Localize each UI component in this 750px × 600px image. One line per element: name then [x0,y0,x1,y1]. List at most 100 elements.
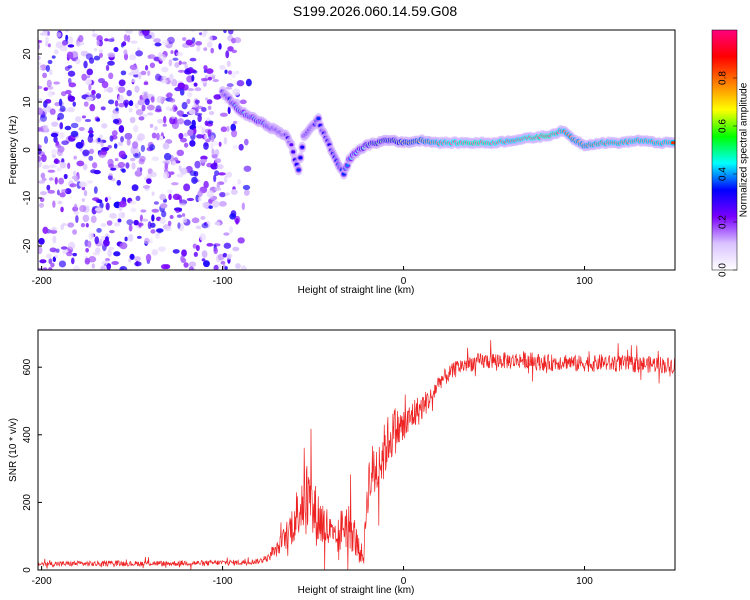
spectrogram-noise-blob [151,214,155,222]
spectrogram-noise-blob [130,207,137,213]
spectrogram-noise-blob [195,225,202,230]
spectrogram-noise-blob [116,179,122,186]
spectrogram-noise-blob [46,79,52,88]
spectrogram-noise-blob [38,107,44,115]
spectrogram-noise-blob [224,69,228,74]
spectrogram-noise-blob [131,184,139,192]
spectrogram-noise-blob [67,44,75,48]
spectrogram-ridge-point [316,116,321,121]
spectrogram-noise-blob [94,236,100,245]
spectrogram-noise-blob [237,237,245,244]
spectrogram-noise-blob [63,173,68,180]
spectrogram-noise-blob [96,117,101,122]
spectrogram-noise-blob [169,73,174,82]
snr-x-tick-label: -200 [32,576,52,587]
spectrogram-noise-blob [132,141,139,149]
spectrogram-noise-blob [97,137,101,143]
colorbar: 0.0 0.2 0.4 0.6 0.8 Normalized spectral ampl… [711,29,750,277]
spectrogram-noise-blob [43,136,49,144]
spectrogram-noise-blob [118,212,123,219]
spectrogram-noise-blob [222,252,228,258]
spectrogram-noise-blob [59,45,68,52]
spectrogram-noise-blob [46,184,51,191]
spectrogram-noise-blob [207,129,211,137]
spectrogram-noise-blob [88,256,97,263]
spectrogram-noise-blob [83,101,89,107]
spectrogram-noise-blob [72,252,77,257]
spectrogram-noise-blob [201,250,208,258]
spectrogram-noise-blob [183,132,189,137]
spectrogram-noise-blob [229,225,233,234]
spectrogram-noise-blob [198,32,203,36]
spectrogram-noise-blob [81,198,86,202]
spectrogram-noise-blob [129,116,136,124]
spectrogram-noise-blob [153,201,160,205]
spectrogram-noise-blob [128,72,134,76]
spectrogram-noise-blob [178,111,183,118]
spectrogram-noise-blob [193,251,199,257]
spectrogram-noise-blob [237,179,242,185]
spectrogram-noise-blob [54,254,59,259]
spectrogram-noise-blob [235,218,239,225]
spectrogram-noise-blob [67,36,74,44]
spectrogram-noise-blob [49,108,56,115]
spectrogram-noise-blob [182,217,188,224]
spectrogram-noise-blob [90,169,97,174]
spectrogram-noise-blob [161,79,168,84]
spectrogram-noise-blob [119,265,128,270]
spectrogram-noise-blob [163,152,172,161]
spectrogram-noise-blob [219,65,226,70]
spectrogram-noise-blob [123,34,128,42]
spectrogram-noise-blob [61,40,67,47]
spectrogram-noise-blob [203,65,208,71]
spectrogram-noise-blob [38,180,46,184]
spectrogram-noise-blob [181,249,187,257]
spectrogram-noise-blob [178,132,184,140]
spectrogram-noise-blob [65,34,69,42]
snr-frame [37,329,676,571]
spectrogram-noise-blob [103,239,110,247]
spectrogram-noise-blob [223,175,228,184]
spectrogram-noise-blob [38,127,43,132]
spectrogram-noise-blob [96,227,102,233]
spectrogram-noise-blob [167,220,172,227]
spectrogram-noise-blob [65,89,72,95]
spectrogram-noise-blob [70,122,79,129]
snr-marks [38,340,675,570]
spectrogram-noise-blob [85,78,92,86]
spectrogram-noise-blob [112,118,120,124]
spectrogram-noise-blob [53,135,58,143]
spectrogram-noise-blob [201,222,209,229]
spectrogram-noise-blob [86,68,94,76]
spectrogram-noise-blob [226,60,231,67]
spectrogram-noise-blob [151,249,159,256]
spectrogram-noise-blob [206,190,214,199]
spectrogram-noise-blob [243,165,252,172]
spectrogram-noise-blob [207,105,212,111]
spectrogram-noise-blob [54,177,58,185]
spectrogram-noise-blob [206,41,213,48]
spectrogram-noise-blob [134,261,142,267]
spectrogram-noise-blob [113,143,118,149]
spectrogram-noise-blob [210,47,214,54]
spectrogram-noise-blob [135,195,141,201]
spectrogram-noise-blob [67,241,76,250]
spectrogram-noise-blob [176,173,184,178]
spectrogram-noise-blob [91,89,96,95]
spectrogram-noise-blob [150,96,155,103]
spectrogram-noise-blob [61,222,67,227]
spectrogram-noise-blob [67,107,75,113]
spectrogram-noise-blob [48,164,57,169]
spectrogram-noise-blob [133,74,139,78]
spectrogram-noise-blob [121,168,126,173]
spectrogram-noise-blob [39,114,47,122]
spectrogram-noise-blob [212,79,219,83]
spectrogram-noise-blob [118,150,126,159]
spectrogram-noise-blob [58,132,65,139]
snr-series-line [38,340,675,570]
spectrogram-noise-blob [159,135,164,141]
snr-y-tick-label: 0 [22,567,33,573]
spectrogram-noise-blob [104,38,109,42]
spectrogram-noise-blob [216,164,224,170]
spectrogram-noise-blob [186,197,195,202]
